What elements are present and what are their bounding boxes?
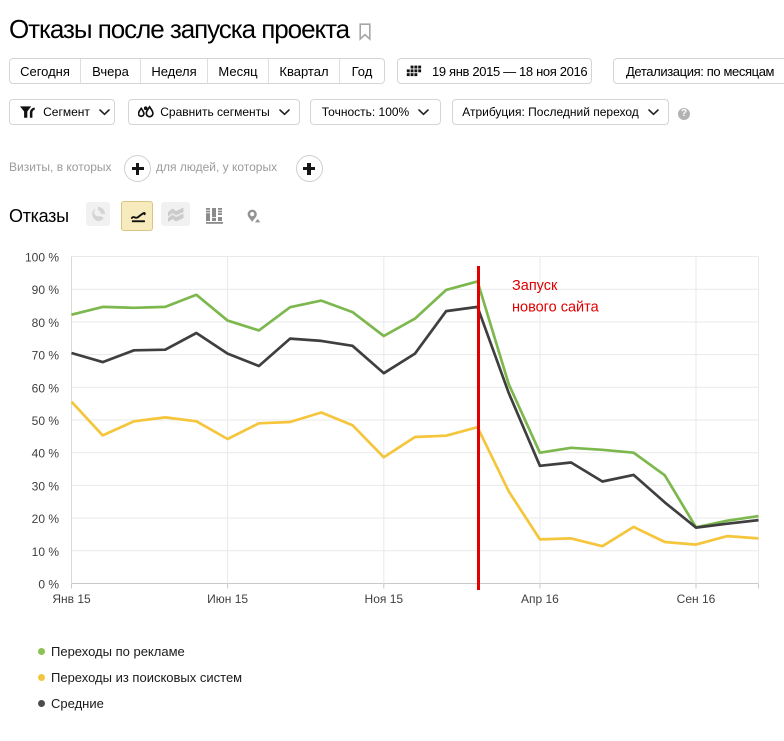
svg-text:40 %: 40 % (32, 447, 60, 461)
svg-text:100 %: 100 % (25, 251, 59, 265)
svg-text:Июн 15: Июн 15 (207, 592, 248, 606)
svg-text:20 %: 20 % (32, 512, 60, 526)
svg-text:70 %: 70 % (32, 349, 60, 363)
svg-text:Апр 16: Апр 16 (521, 592, 559, 606)
svg-text:Запуск: Запуск (512, 278, 558, 294)
svg-text:60 %: 60 % (32, 381, 60, 395)
svg-text:10 %: 10 % (32, 545, 60, 559)
svg-text:0 %: 0 % (38, 578, 59, 592)
svg-text:Янв 15: Янв 15 (52, 592, 91, 606)
svg-text:нового сайта: нового сайта (512, 300, 600, 316)
svg-text:Ноя 15: Ноя 15 (365, 592, 404, 606)
svg-text:Сен 16: Сен 16 (677, 592, 716, 606)
svg-text:50 %: 50 % (32, 414, 60, 428)
svg-text:90 %: 90 % (32, 283, 60, 297)
svg-text:30 %: 30 % (32, 479, 60, 493)
svg-text:80 %: 80 % (32, 316, 60, 330)
